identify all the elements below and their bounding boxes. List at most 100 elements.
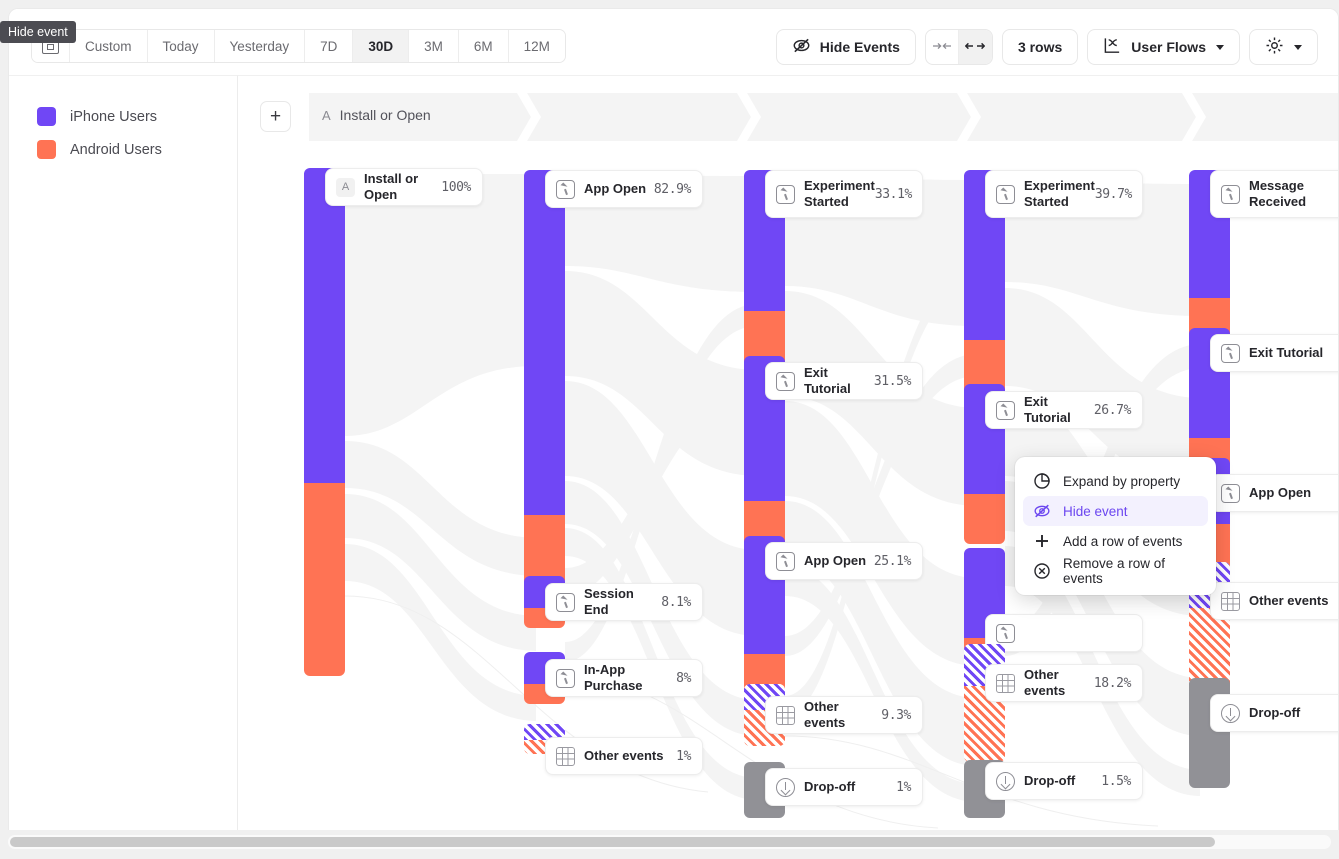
- range-today[interactable]: Today: [147, 30, 215, 62]
- node-name: Drop-off: [1024, 772, 1076, 788]
- view-type-dropdown[interactable]: User Flows: [1087, 29, 1240, 65]
- grid-icon: [1221, 591, 1240, 611]
- node-percent: 33.1%: [874, 186, 913, 202]
- eye-off-icon: [1033, 502, 1051, 520]
- bar-segment-iphone: [304, 168, 345, 483]
- gear-icon: [1265, 36, 1284, 58]
- node-label-card[interactable]: Exit Tutorial 26.7%: [985, 391, 1143, 429]
- node-name: Other events: [1024, 666, 1066, 698]
- legend-sidebar: iPhone Users Android Users: [9, 75, 238, 830]
- node-label-card[interactable]: Exit Tutorial: [1210, 334, 1338, 372]
- step-header-strip: A Install or Open: [309, 93, 1338, 141]
- node-label-card[interactable]: Exit Tutorial 31.5%: [765, 362, 923, 400]
- node-label-card[interactable]: Other events 18.2%: [985, 664, 1143, 702]
- grid-icon: [996, 673, 1015, 693]
- hide-events-button[interactable]: Hide Events: [775, 29, 916, 65]
- context-menu-item-hide-event[interactable]: Hide event: [1023, 496, 1208, 526]
- node-name: App Open: [584, 180, 647, 196]
- add-column-button[interactable]: +: [260, 101, 291, 132]
- hide-event-tooltip: Hide event: [0, 21, 76, 43]
- node-label-card[interactable]: Drop-off: [1210, 694, 1338, 732]
- node-context-menu: Expand by property Hide event: [1015, 457, 1216, 595]
- width-mode-toggle[interactable]: [924, 29, 993, 65]
- node-name: Other events: [1249, 592, 1329, 608]
- node-name: App Open: [1249, 484, 1312, 500]
- legend-swatch: [37, 107, 56, 126]
- chevron-down-icon: [1216, 44, 1224, 50]
- node-name: Experiment Started: [804, 177, 875, 209]
- node-label-card[interactable]: Experiment Started 33.1%: [765, 170, 923, 218]
- dropoff-arrow-icon: [776, 777, 795, 797]
- rows-count-button[interactable]: 3 rows: [1001, 29, 1079, 65]
- collapse-width-button[interactable]: [926, 30, 959, 64]
- arrows-collapse-icon: [932, 40, 952, 55]
- node-label-card[interactable]: Other events 9.3%: [765, 696, 923, 734]
- node-percent: 39.7%: [1094, 186, 1133, 202]
- range-6m[interactable]: 6M: [458, 30, 509, 62]
- context-menu-item-expand-by-property[interactable]: Expand by property: [1023, 466, 1208, 496]
- bar-segment-android-other: [964, 686, 1005, 762]
- node-label-card[interactable]: In-App Purchase 8%: [545, 659, 703, 697]
- event-cursor-icon: [996, 400, 1015, 420]
- chevron-down-icon: [1294, 44, 1302, 50]
- node-label-card[interactable]: Message Received: [1210, 170, 1338, 218]
- range-yesterday[interactable]: Yesterday: [214, 30, 306, 62]
- legend-item-android-users[interactable]: Android Users: [9, 133, 237, 166]
- grid-icon: [556, 746, 575, 766]
- step-label-text: Install or Open: [339, 107, 431, 123]
- step-header-install-or-open[interactable]: A Install or Open: [322, 107, 431, 123]
- badge-a-icon: A: [336, 177, 355, 197]
- node-percent: 26.7%: [1093, 402, 1132, 418]
- node-name: In-App Purchase: [584, 661, 643, 693]
- rows-count-label: 3 rows: [1017, 39, 1063, 55]
- context-menu-item-label: Add a row of events: [1063, 533, 1183, 549]
- event-cursor-icon: [556, 179, 575, 199]
- step-badge: A: [322, 107, 331, 123]
- horizontal-scrollbar[interactable]: [8, 835, 1331, 849]
- range-3m[interactable]: 3M: [409, 30, 459, 62]
- node-percent: 9.3%: [881, 707, 911, 723]
- settings-dropdown[interactable]: [1249, 29, 1318, 65]
- node-name: Exit Tutorial: [1024, 393, 1071, 425]
- expand-width-button[interactable]: [958, 30, 992, 64]
- node-label-card[interactable]: Other events 1%: [545, 737, 703, 775]
- bar-segment-iphone: [524, 170, 565, 515]
- legend-item-iphone-users[interactable]: iPhone Users: [9, 100, 237, 133]
- node-name: Other events: [584, 747, 664, 763]
- event-cursor-icon: [776, 371, 795, 391]
- bar-segment-android: [304, 483, 345, 676]
- context-menu-item-remove-row[interactable]: Remove a row of events: [1023, 556, 1208, 586]
- expand-property-icon: [1033, 472, 1051, 490]
- node-label-card[interactable]: Other events: [1210, 582, 1338, 620]
- eye-off-icon: [792, 36, 811, 58]
- event-cursor-icon: [1221, 483, 1240, 503]
- node-label-card[interactable]: App Open 25.1%: [765, 542, 923, 580]
- range-7d[interactable]: 7D: [305, 30, 354, 62]
- node-label-card[interactable]: Experiment Started 39.7%: [985, 170, 1143, 218]
- context-menu-item-add-row[interactable]: Add a row of events: [1023, 526, 1208, 556]
- node-label-card[interactable]: A Install or Open 100%: [325, 168, 483, 206]
- flow-canvas: + A Install or Open: [238, 75, 1338, 830]
- range-custom[interactable]: Custom: [70, 30, 148, 62]
- date-range-group[interactable]: Custom Today Yesterday 7D 30D 3M 6M 12M: [31, 29, 566, 63]
- node-label-card[interactable]: App Open: [1210, 474, 1338, 512]
- node-percent: 8%: [676, 670, 691, 686]
- toolbar-actions: Hide Events: [775, 29, 1318, 65]
- context-menu-item-label: Hide event: [1063, 503, 1128, 519]
- node-name: App Open: [804, 552, 867, 568]
- event-cursor-icon: [776, 551, 795, 571]
- hide-events-label: Hide Events: [819, 39, 900, 55]
- flow-chart-icon: [1103, 36, 1122, 58]
- node-name: Drop-off: [804, 778, 856, 794]
- node-label-card[interactable]: App Open 82.9%: [545, 170, 703, 208]
- node-name: Install or Open: [364, 170, 419, 202]
- scrollbar-thumb[interactable]: [10, 837, 1215, 847]
- range-30d[interactable]: 30D: [353, 30, 410, 62]
- dropoff-arrow-icon: [1221, 703, 1240, 723]
- node-label-card[interactable]: Session End 8.1%: [545, 583, 703, 621]
- node-label-card[interactable]: Drop-off 1.5%: [985, 762, 1143, 800]
- node-label-card[interactable]: Drop-off 1%: [765, 768, 923, 806]
- range-12m[interactable]: 12M: [508, 30, 565, 62]
- node-label-card[interactable]: [985, 614, 1143, 652]
